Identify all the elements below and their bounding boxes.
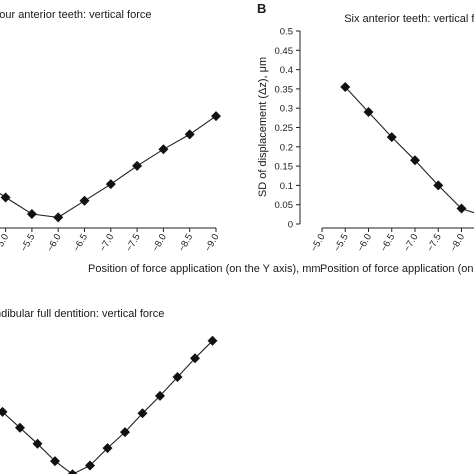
x-tick-label: −5.5	[332, 232, 351, 254]
data-point-marker	[79, 195, 90, 206]
x-tick-label: −6.0	[355, 232, 374, 254]
chart-title-c: Mandibular full dentition: vertical forc…	[0, 308, 164, 320]
x-tick-label: −7.5	[425, 232, 444, 254]
y-tick-label: 0.1	[280, 181, 293, 192]
data-point-marker	[102, 443, 113, 454]
x-tick-label: −7.5	[124, 232, 143, 254]
y-tick-label: 0.25	[275, 123, 294, 134]
data-point-marker	[207, 335, 218, 346]
y-tick-label: 0.45	[275, 46, 294, 57]
x-tick-label: −6.5	[71, 232, 90, 254]
x-tick-label: −5.0	[0, 232, 11, 254]
y-tick-label: 0.5	[280, 27, 293, 38]
chart-panel-a: Four anterior teeth: vertical force−4.0−…	[0, 9, 321, 275]
y-tick-label: 0.05	[275, 200, 294, 211]
data-point-marker	[456, 203, 467, 214]
x-tick-label: −8.5	[176, 232, 195, 254]
data-point-marker	[386, 132, 397, 143]
y-tick-label: 0	[288, 220, 293, 231]
x-tick-label: −8.0	[448, 232, 467, 254]
data-point-marker	[0, 406, 8, 417]
data-point-marker	[184, 129, 195, 140]
data-point-marker	[15, 422, 25, 433]
data-point-marker	[132, 160, 143, 171]
series-line-b	[344, 86, 474, 214]
x-tick-label: −6.0	[45, 232, 64, 254]
data-point-marker	[120, 427, 130, 438]
y-axis-label-b: SD of displacement (Δz), μm	[257, 57, 269, 197]
data-point-marker	[105, 179, 116, 190]
data-point-marker	[67, 469, 78, 474]
y-tick-label: 0.3	[280, 104, 293, 115]
chart-title-b: Six anterior teeth: vertical force	[344, 13, 474, 25]
data-point-marker	[32, 438, 43, 449]
data-point-marker	[172, 372, 183, 383]
data-point-marker	[410, 155, 420, 166]
data-point-marker	[190, 353, 200, 364]
panel-letter-b: B	[257, 1, 266, 16]
chart-panel-c: Mandibular full dentition: vertical forc…	[0, 308, 218, 474]
chart-panel-b: B Six anterior teeth: vertical force 0 0.05…	[257, 1, 474, 275]
series-line-a	[0, 115, 217, 218]
x-tick-label: −5.5	[19, 232, 38, 254]
data-point-marker	[363, 107, 374, 118]
data-point-marker	[211, 111, 221, 122]
x-tick-label: −6.5	[378, 232, 397, 254]
data-point-marker	[137, 408, 148, 419]
data-point-marker	[158, 144, 169, 155]
x-tick-label: −5.0	[309, 232, 328, 254]
x-tick-label: −8.0	[150, 232, 169, 254]
y-tick-label: 0.35	[275, 84, 294, 95]
data-point-marker	[155, 390, 165, 401]
data-point-marker	[433, 180, 444, 191]
data-point-marker	[50, 456, 60, 467]
series-line-c	[0, 340, 213, 474]
x-tick-label: −9.0	[203, 232, 222, 254]
x-tick-label: −7.0	[402, 232, 421, 254]
data-point-marker	[26, 209, 37, 220]
data-point-marker	[0, 192, 11, 203]
data-point-marker	[53, 212, 64, 223]
chart-title-a: Four anterior teeth: vertical force	[0, 9, 151, 21]
x-tick-label: −7.0	[97, 232, 116, 254]
y-tick-label: 0.2	[280, 142, 293, 153]
y-tick-label: 0.15	[275, 162, 294, 173]
x-axis-label-a: Position of force application (on the Y …	[88, 263, 321, 275]
data-point-marker	[340, 81, 351, 92]
x-axis-label-b: Position of force application (on the Y …	[320, 263, 474, 275]
data-point-marker	[85, 460, 95, 471]
y-tick-label: 0.4	[280, 65, 293, 76]
